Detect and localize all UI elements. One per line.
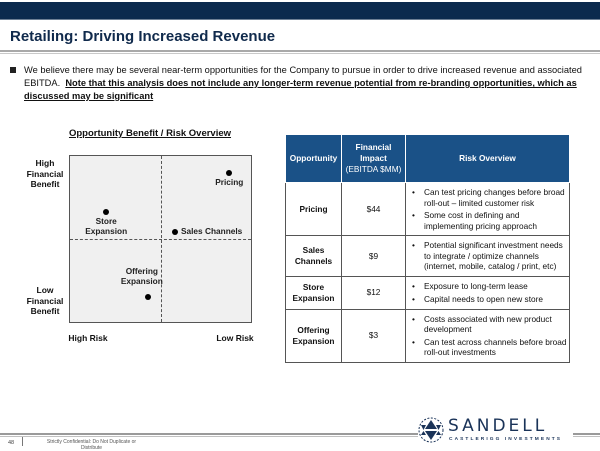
matrix-point [171,229,178,236]
risk-item: Some cost in defining and implementing p… [412,210,567,231]
page-title: Retailing: Driving Increased Revenue [10,28,276,45]
header-impact-unit: (EBITDA $MM) [345,164,402,174]
opportunity-cell: Store Expansion [285,275,342,310]
intro-bullet: We believe there may be several near-ter… [10,64,590,103]
x-right-label: Low Risk [216,333,254,343]
risk-benefit-matrix: Pricing Store Expansion Sales Channels Offe… [69,155,252,323]
risk-cell: Exposure to long-term lease Capital needs… [405,275,570,310]
logo-subtitle: CASTLERIGG INVESTMENTS [449,437,563,442]
footer-divider [0,433,418,437]
header-impact-title: Financial Impact [355,142,392,163]
risk-item: Exposure to long-term lease [412,281,567,292]
risk-cell: Can test pricing changes before broad ro… [405,182,570,236]
table-row: Offering Expansion$3 Costs associated wit… [285,308,570,363]
impact-cell: $3 [341,308,406,363]
title-divider [0,50,600,54]
risk-cell: Potential significant investment needs t… [405,235,570,277]
intro-text: We believe there may be several near-ter… [24,65,582,88]
impact-cell: $44 [341,182,406,236]
risk-cell: Costs associated with new product develo… [405,308,570,363]
opportunity-table: Opportunity Financial Impact (EBITDA $MM)… [285,134,570,363]
header-risk: Risk Overview [405,134,570,183]
intro-emphasis: Note that this analysis does not include… [24,78,577,101]
header-opportunity: Opportunity [285,134,342,183]
page-number: 48 [8,440,15,446]
matrix-title: Opportunity Benefit / Risk Overview [68,128,232,139]
y-high-label: High Financial Benefit [26,158,64,189]
matrix-point [144,294,151,301]
table-row: Pricing$44 Can test pricing changes befor… [285,182,570,236]
x-left-label: High Risk [68,333,108,343]
footer-divider-right [573,433,600,437]
impact-cell: $9 [341,235,406,277]
opportunity-cell: Sales Channels [285,235,342,277]
horizontal-divider [70,239,251,240]
confidential-notice: Strictly Confidential: Do Not Duplicate … [46,439,137,451]
risk-item: Can test across channels before broad ro… [412,337,567,358]
matrix-point-label: Offering Expansion [120,266,163,286]
y-low-label: Low Financial Benefit [26,285,64,316]
matrix-point-label: Store Expansion [85,216,128,236]
risk-item: Capital needs to open new store [412,294,567,305]
top-banner [0,2,600,20]
table-row: Store Expansion$12Exposure to long-term … [285,275,570,310]
matrix-point-label: Sales Channels [180,226,243,237]
risk-item: Potential significant investment needs t… [412,240,567,272]
footer-separator [22,437,23,446]
bullet-square-icon [10,67,16,73]
header-impact: Financial Impact (EBITDA $MM) [341,134,406,183]
table-row: Sales Channels$9Potential significant in… [285,235,570,277]
sandell-globe-logo-icon [418,417,444,443]
matrix-point-label: Pricing [215,176,244,187]
matrix-point [226,169,233,176]
opportunity-cell: Pricing [285,182,342,236]
risk-item: Costs associated with new product develo… [412,314,567,335]
impact-cell: $12 [341,275,406,310]
opportunity-cell: Offering Expansion [285,308,342,363]
logo-name: SANDELL [448,416,548,436]
risk-item: Can test pricing changes before broad ro… [412,187,567,208]
matrix-point [103,209,110,216]
